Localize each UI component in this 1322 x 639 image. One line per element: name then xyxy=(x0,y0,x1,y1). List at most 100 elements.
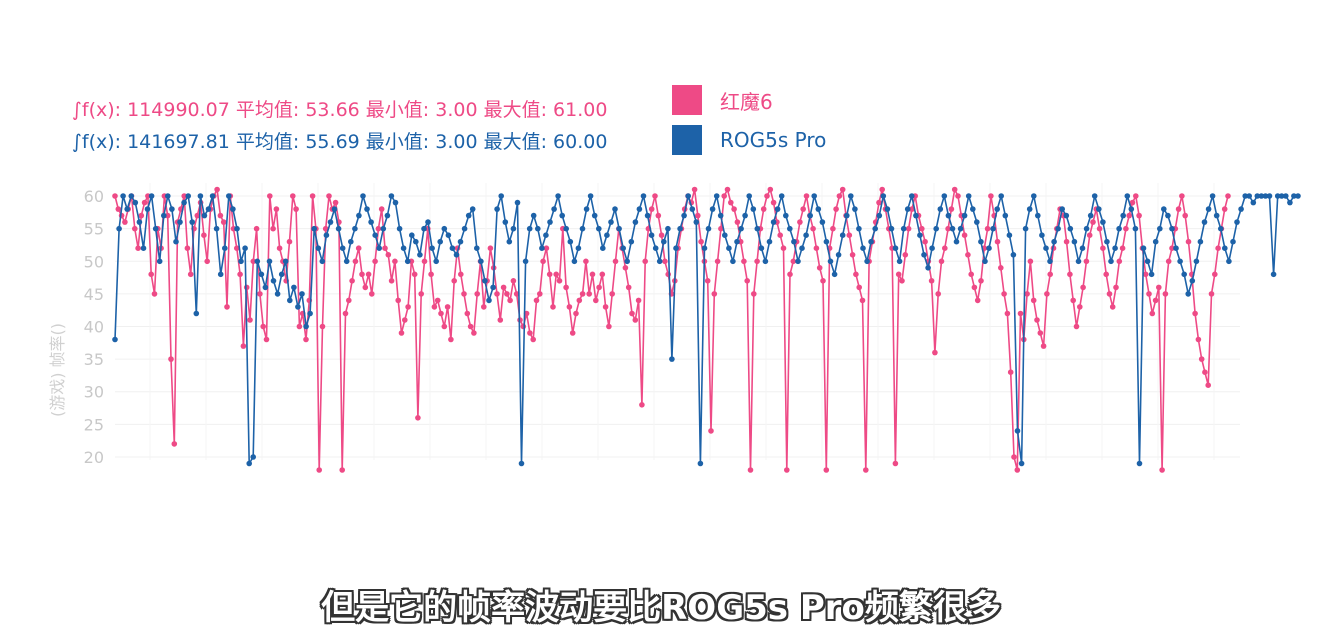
data-point-rog xyxy=(343,258,350,265)
data-point-rog xyxy=(514,199,521,206)
y-axis-label: (游戏) 帧率() xyxy=(48,323,67,417)
data-point-rog xyxy=(238,258,244,265)
data-point-rog xyxy=(1165,212,1171,219)
data-point-redmagic xyxy=(375,225,382,232)
data-point-rog xyxy=(787,225,793,232)
data-point-rog xyxy=(1278,193,1285,199)
data-point-rog xyxy=(559,212,565,219)
data-point-rog xyxy=(709,206,716,212)
data-point-redmagic xyxy=(286,238,293,245)
data-point-rog xyxy=(421,225,427,232)
data-point-rog xyxy=(453,252,460,258)
data-point-redmagic xyxy=(942,245,948,251)
data-point-redmagic xyxy=(1156,284,1162,291)
legend-item-rog[interactable]: ROG5s Pro xyxy=(672,120,826,160)
data-point-rog xyxy=(587,193,594,199)
data-point-rog xyxy=(742,212,748,219)
data-point-rog xyxy=(177,219,183,225)
data-point-rog xyxy=(717,212,724,219)
data-point-redmagic xyxy=(770,199,777,206)
data-point-rog xyxy=(1091,193,1098,199)
data-point-rog xyxy=(461,225,468,232)
data-point-rog xyxy=(746,193,752,199)
data-point-redmagic xyxy=(240,343,247,349)
data-point-rog xyxy=(1218,225,1224,232)
data-point-redmagic xyxy=(612,258,619,265)
data-point-rog xyxy=(1051,238,1057,245)
data-point-redmagic xyxy=(988,193,994,199)
data-point-redmagic xyxy=(250,258,257,265)
data-point-rog xyxy=(949,225,956,232)
data-point-redmagic xyxy=(556,278,563,284)
data-point-redmagic xyxy=(609,291,615,297)
data-point-redmagic xyxy=(1109,304,1116,310)
data-point-rog xyxy=(921,252,927,258)
data-point-redmagic xyxy=(434,297,441,304)
data-point-redmagic xyxy=(810,225,816,232)
data-point-redmagic xyxy=(1221,206,1228,212)
data-point-redmagic xyxy=(428,271,434,278)
data-point-rog xyxy=(872,225,878,232)
data-point-rog xyxy=(864,258,870,265)
data-point-rog xyxy=(852,206,858,212)
data-point-redmagic xyxy=(418,291,425,297)
data-point-rog xyxy=(1014,428,1021,434)
data-point-rog xyxy=(945,212,952,219)
data-point-rog xyxy=(1254,193,1261,199)
data-point-rog xyxy=(372,232,379,238)
data-point-redmagic xyxy=(1126,212,1132,219)
data-point-rog xyxy=(665,225,671,232)
data-point-rog xyxy=(222,245,228,251)
data-point-rog xyxy=(937,206,944,212)
data-point-redmagic xyxy=(751,291,757,297)
data-point-rog xyxy=(132,199,139,206)
data-point-rog xyxy=(433,258,440,265)
data-point-rog xyxy=(319,258,326,265)
data-point-redmagic xyxy=(411,271,418,278)
data-point-redmagic xyxy=(938,258,945,265)
data-point-rog xyxy=(1157,225,1163,232)
data-point-redmagic xyxy=(270,225,276,232)
data-point-rog xyxy=(262,284,269,291)
data-point-redmagic xyxy=(1205,382,1211,389)
data-point-rog xyxy=(287,297,293,304)
data-point-rog xyxy=(608,219,614,225)
data-point-redmagic xyxy=(1208,291,1215,297)
max-text: 最大值: 61.00 xyxy=(483,99,608,121)
data-point-rog xyxy=(1161,206,1167,212)
data-point-rog xyxy=(807,212,813,219)
data-point-redmagic xyxy=(662,258,668,265)
data-point-rog xyxy=(425,219,431,225)
data-point-redmagic xyxy=(777,232,783,238)
data-point-redmagic xyxy=(372,258,378,265)
data-point-redmagic xyxy=(968,271,974,278)
data-point-redmagic xyxy=(395,297,402,304)
data-point-rog xyxy=(518,460,525,467)
data-point-rog xyxy=(278,271,285,278)
data-point-rog xyxy=(1291,193,1297,199)
data-point-redmagic xyxy=(253,225,260,232)
data-point-rog xyxy=(1213,212,1220,219)
data-point-rog xyxy=(604,232,610,238)
data-point-rog xyxy=(974,219,980,225)
video-subtitle: 但是它的帧率波动要比ROG5s Pro频繁很多 xyxy=(321,588,1001,628)
data-point-rog xyxy=(457,238,464,245)
legend-item-redmagic[interactable]: 红魔6 xyxy=(672,80,826,120)
data-point-redmagic xyxy=(1080,284,1086,291)
data-point-redmagic xyxy=(579,291,586,297)
data-point-rog xyxy=(636,206,643,212)
data-point-rog xyxy=(384,212,391,219)
data-point-rog xyxy=(189,219,195,225)
data-point-rog xyxy=(868,238,874,245)
data-point-redmagic xyxy=(945,225,951,232)
data-point-rog xyxy=(368,219,374,225)
data-point-rog xyxy=(295,304,301,310)
data-point-redmagic xyxy=(530,336,536,343)
data-point-rog xyxy=(1087,212,1094,219)
data-point-rog xyxy=(128,193,135,199)
data-point-rog xyxy=(1193,258,1200,265)
data-point-rog xyxy=(258,271,265,278)
data-point-redmagic xyxy=(876,199,882,206)
legend-swatch-rog xyxy=(672,125,702,155)
data-point-redmagic xyxy=(405,304,411,310)
